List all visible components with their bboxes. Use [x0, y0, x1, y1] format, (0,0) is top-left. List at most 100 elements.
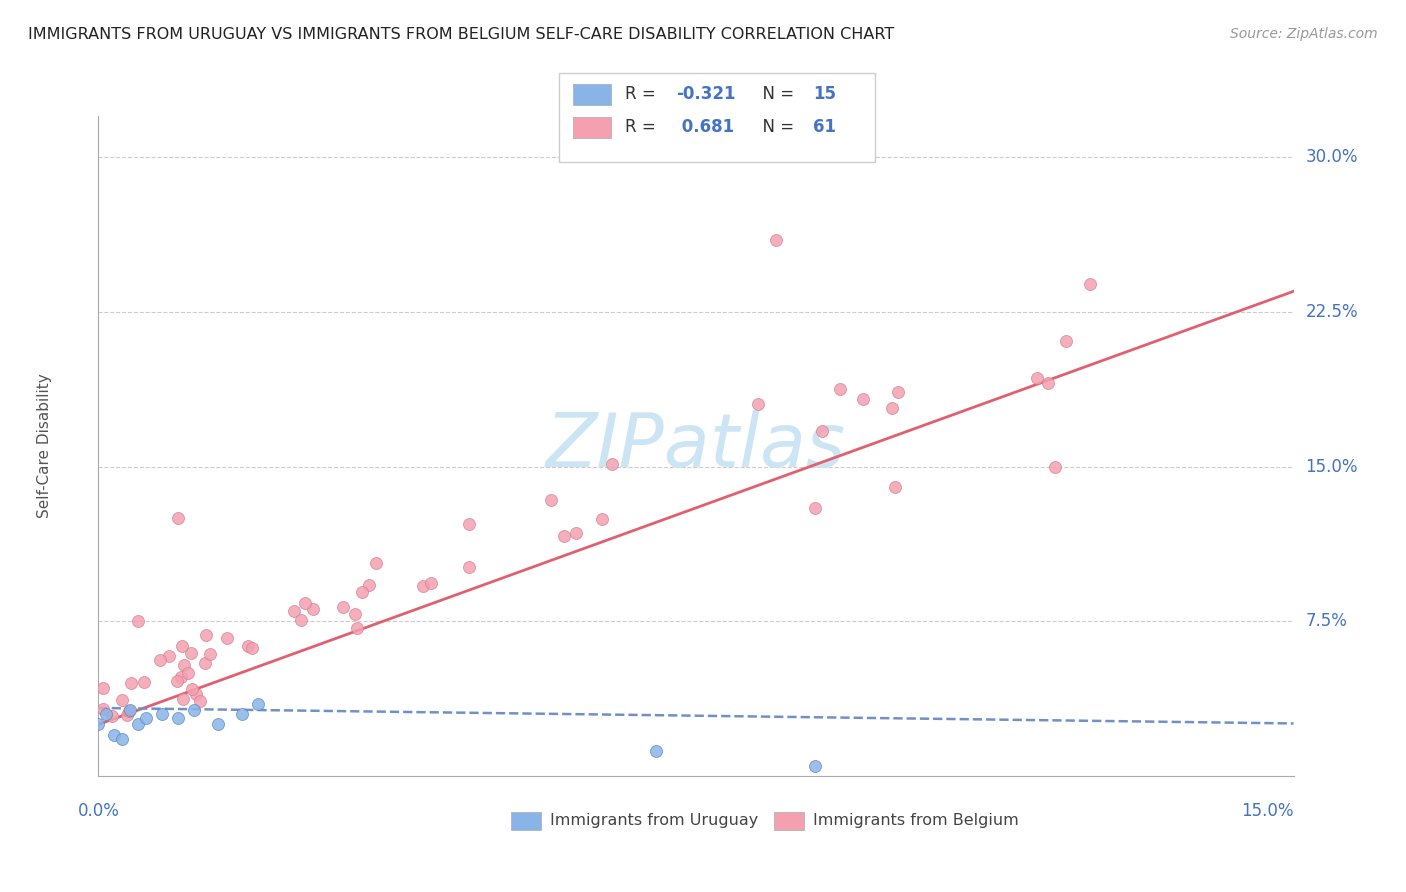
Point	[132, 675, 155, 690]
Point	[1036, 376, 1059, 391]
Point	[540, 492, 562, 507]
Text: 7.5%: 7.5%	[1306, 612, 1347, 631]
Point	[101, 709, 124, 723]
Text: 61: 61	[813, 118, 837, 136]
Point	[645, 744, 668, 758]
Point	[135, 711, 157, 725]
Point	[111, 731, 134, 746]
Point	[87, 717, 110, 731]
Point	[1078, 277, 1101, 291]
Point	[880, 401, 903, 415]
Point	[246, 697, 269, 711]
Point	[180, 647, 202, 661]
Text: 22.5%: 22.5%	[1306, 303, 1358, 321]
Point	[290, 613, 312, 627]
Point	[194, 656, 217, 670]
Point	[231, 707, 253, 722]
FancyBboxPatch shape	[572, 84, 612, 104]
Text: Self-Care Disability: Self-Care Disability	[37, 374, 52, 518]
Text: 15: 15	[813, 85, 837, 103]
Point	[364, 556, 387, 570]
Point	[352, 585, 374, 599]
FancyBboxPatch shape	[510, 812, 541, 830]
Text: IMMIGRANTS FROM URUGUAY VS IMMIGRANTS FROM BELGIUM SELF-CARE DISABILITY CORRELAT: IMMIGRANTS FROM URUGUAY VS IMMIGRANTS FR…	[28, 27, 894, 42]
Point	[458, 517, 481, 532]
Point	[177, 666, 200, 681]
Point	[302, 601, 325, 615]
Point	[238, 639, 260, 653]
Point	[120, 703, 142, 717]
Text: ZIPatlas: ZIPatlas	[546, 410, 846, 482]
Point	[804, 758, 827, 772]
Point	[181, 682, 204, 697]
Point	[172, 692, 194, 706]
Point	[115, 708, 138, 723]
Point	[173, 657, 195, 672]
Point	[765, 233, 787, 247]
Point	[120, 676, 142, 690]
Point	[412, 579, 434, 593]
Point	[198, 648, 221, 662]
Point	[804, 500, 827, 515]
Text: -0.321: -0.321	[676, 85, 735, 103]
Point	[183, 703, 205, 717]
Point	[553, 529, 575, 543]
Point	[884, 480, 907, 494]
Point	[565, 526, 588, 541]
Point	[332, 599, 354, 614]
Point	[110, 693, 132, 707]
Point	[167, 511, 190, 525]
Point	[283, 604, 305, 618]
Point	[118, 704, 141, 718]
Point	[150, 707, 173, 722]
Point	[188, 694, 211, 708]
Point	[167, 711, 190, 725]
Point	[344, 607, 367, 621]
Point	[1026, 371, 1049, 385]
Text: N =: N =	[752, 118, 800, 136]
Point	[600, 457, 623, 471]
Point	[1043, 459, 1066, 474]
Text: R =: R =	[626, 85, 661, 103]
Point	[747, 397, 769, 411]
Text: Source: ZipAtlas.com: Source: ZipAtlas.com	[1230, 27, 1378, 41]
Text: 15.0%: 15.0%	[1306, 458, 1358, 475]
Point	[294, 596, 316, 610]
Point	[591, 512, 613, 526]
Point	[96, 707, 118, 722]
Point	[886, 384, 908, 399]
Point	[91, 701, 114, 715]
Point	[357, 578, 380, 592]
Point	[170, 670, 193, 684]
Point	[91, 681, 114, 695]
Text: N =: N =	[752, 85, 800, 103]
Point	[127, 717, 149, 731]
FancyBboxPatch shape	[572, 117, 612, 137]
Point	[207, 717, 229, 731]
Text: 0.0%: 0.0%	[77, 803, 120, 821]
Text: 15.0%: 15.0%	[1241, 803, 1294, 821]
Point	[166, 674, 188, 689]
Point	[346, 621, 368, 635]
FancyBboxPatch shape	[558, 73, 876, 162]
Point	[127, 615, 149, 629]
Point	[103, 728, 125, 742]
Point	[852, 392, 875, 406]
Point	[1054, 334, 1077, 348]
Point	[240, 640, 263, 655]
Text: 30.0%: 30.0%	[1306, 148, 1358, 166]
Text: Immigrants from Belgium: Immigrants from Belgium	[813, 814, 1019, 829]
Text: R =: R =	[626, 118, 661, 136]
FancyBboxPatch shape	[773, 812, 804, 830]
Point	[149, 653, 172, 667]
Point	[157, 648, 180, 663]
Point	[830, 382, 852, 396]
Text: Immigrants from Uruguay: Immigrants from Uruguay	[550, 814, 758, 829]
Point	[419, 575, 441, 590]
Text: 0.681: 0.681	[676, 118, 734, 136]
Point	[458, 560, 481, 574]
Point	[810, 424, 832, 438]
Point	[170, 639, 193, 653]
Point	[184, 687, 207, 701]
Point	[194, 628, 217, 642]
